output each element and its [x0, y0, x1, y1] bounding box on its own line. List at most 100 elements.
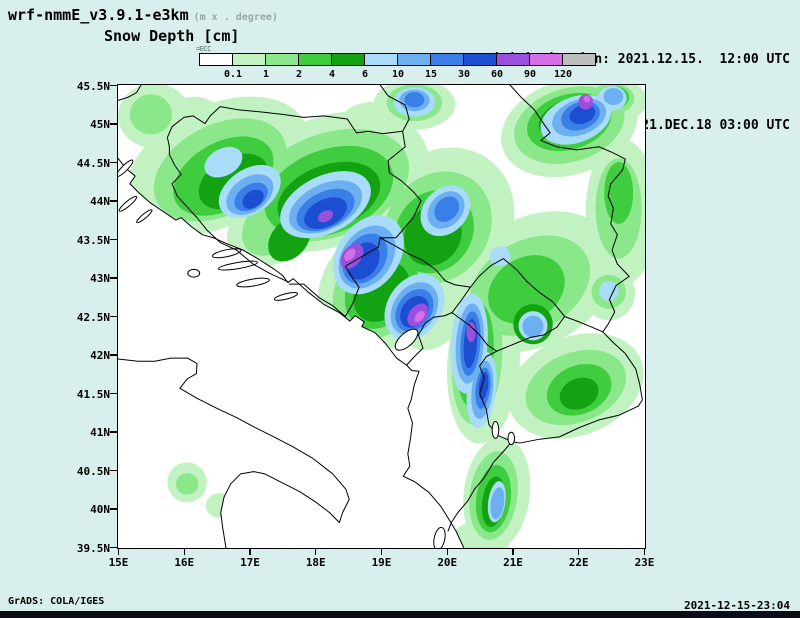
border-croatia-bosnia-inland: [169, 147, 288, 282]
island-vis: [188, 269, 200, 277]
snow-depth-map: [118, 85, 645, 548]
y-axis-tick: [110, 123, 117, 125]
colorbar-segment: [397, 53, 431, 66]
colorbar-segment: [232, 53, 266, 66]
y-axis-label: 42.5N: [76, 310, 110, 324]
colorbar-segment: [562, 53, 596, 66]
y-axis-label: 40.5N: [76, 464, 110, 478]
y-axis-tick: [110, 546, 117, 549]
colorbar-tick-label: 120: [553, 69, 573, 80]
colorbar-tick-label: 6: [361, 69, 369, 80]
colorbar-tick-label: 2: [295, 69, 303, 80]
border-croatia-bosnia-south: [289, 284, 345, 316]
island-mljet: [274, 291, 298, 302]
colorbar-segment: [496, 53, 530, 66]
y-axis-tick: [110, 354, 117, 356]
y-axis-tick: [110, 161, 117, 164]
snow-contour-blob: [466, 321, 476, 342]
lake-prespa: [508, 432, 515, 444]
colorbar-segment: [364, 53, 398, 66]
snow-contour-blob: [317, 210, 334, 223]
snow-contour-blob: [434, 196, 460, 222]
lake-skadar: [392, 325, 420, 354]
colorbar-segment: [463, 53, 497, 66]
colorbar-tick-label: 4: [328, 69, 336, 80]
island-korcula: [236, 276, 269, 288]
creation-timestamp: 2021-12-15-23:04: [684, 599, 790, 612]
snow-contour-blob: [522, 315, 544, 338]
y-axis-label: 40N: [90, 503, 110, 516]
field-title: Snow Depth [cm]: [104, 27, 240, 45]
snow-contour-blob: [559, 377, 599, 410]
y-axis-label: 39.5N: [76, 541, 110, 555]
grads-credit: GrADS: COLA/IGES: [8, 596, 105, 607]
x-axis-tick: [183, 549, 185, 555]
y-axis-label: 42N: [90, 349, 110, 362]
snow-contour-blob: [569, 104, 596, 125]
x-axis-tick: [249, 549, 251, 555]
x-axis-tick: [512, 549, 514, 555]
snow-contour-blob: [598, 281, 619, 302]
colorbar-segment: [529, 53, 563, 66]
snow-contour-blob: [204, 146, 243, 178]
x-axis-label: 20E: [437, 556, 458, 569]
snow-contour-blob: [129, 94, 173, 135]
border-croatia-serbia: [380, 85, 409, 131]
snow-contour-blob: [488, 255, 565, 324]
lakes: [392, 325, 514, 444]
y-axis-tick: [110, 508, 117, 510]
x-axis-label: 16E: [174, 556, 195, 569]
colorbar-segment: [430, 53, 464, 66]
snow-contour-blob: [175, 473, 199, 495]
island-dugi-otok: [118, 195, 138, 214]
colorbar-segment: [298, 53, 332, 66]
y-axis-label: 44.5N: [76, 156, 110, 170]
border-serbia-macedonia: [565, 317, 603, 332]
snow-depth-shading: [118, 85, 645, 548]
snow-contour-blob: [490, 487, 505, 520]
border-macedonia-bulgaria: [603, 332, 643, 406]
italy-coastline: [118, 358, 349, 548]
x-axis-tick: [446, 549, 448, 555]
balkan-coastline: [118, 158, 464, 548]
island-corfu: [432, 526, 447, 548]
y-axis-tick: [110, 469, 117, 472]
x-axis-tick: [643, 549, 646, 555]
snow-contour-blob: [478, 372, 489, 400]
y-axis-tick: [110, 277, 117, 279]
y-axis-label: 45N: [90, 118, 110, 131]
model-grid-note: (m x . degree): [193, 12, 278, 23]
y-axis-tick: [110, 200, 117, 202]
colorbar-segment: [199, 53, 233, 66]
y-axis-tick: [110, 315, 117, 318]
border-slovenia-croatia: [118, 85, 141, 100]
x-axis-tick: [315, 549, 317, 555]
colorbar-segment: [331, 53, 365, 66]
border-montenegro-albania: [407, 313, 452, 365]
adriatic-ionian-sea: [118, 158, 464, 548]
y-axis-label: 45.5N: [76, 79, 110, 93]
island-brac: [212, 247, 242, 260]
y-axis-label: 43N: [90, 272, 110, 285]
y-axis-tick: [110, 392, 117, 395]
y-axis-tick: [110, 238, 117, 241]
x-axis-label: 19E: [371, 556, 392, 569]
y-axis-tick: [110, 431, 117, 433]
snow-contour-blob: [603, 88, 624, 106]
snow-contour-blob: [344, 248, 356, 261]
snow-contour-blob: [404, 91, 425, 108]
border-serbia-romania-bulgaria: [510, 85, 629, 332]
x-axis-label: 15E: [108, 556, 129, 569]
colorbar-tick-label: 0.1: [223, 69, 243, 80]
model-title: wrf-nmmE_v3.9.1-e3km: [8, 6, 189, 24]
x-axis-label: 18E: [305, 556, 326, 569]
x-axis-label: 17E: [240, 556, 260, 569]
island-hvar: [218, 259, 258, 272]
snow-contour-blob: [414, 310, 425, 323]
x-axis-tick: [578, 549, 580, 555]
window-bottom-edge: [0, 611, 800, 618]
colorbar-segment: [265, 53, 299, 66]
colorbar: [199, 53, 596, 66]
snow-contour-blob: [604, 162, 634, 224]
